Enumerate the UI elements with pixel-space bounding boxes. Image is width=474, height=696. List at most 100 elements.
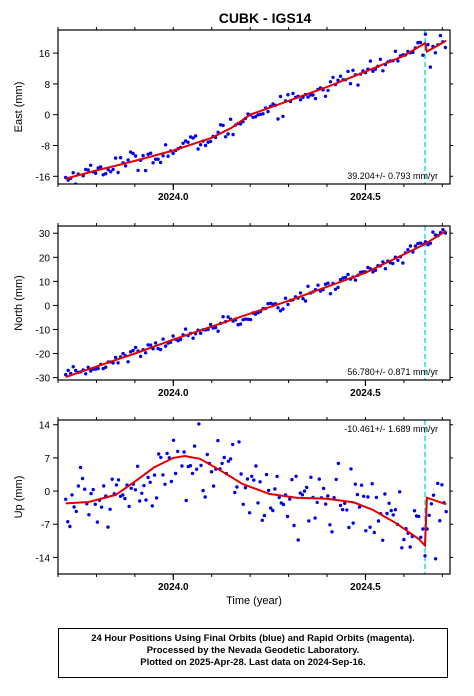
- data-point: [193, 134, 198, 138]
- data-point: [381, 538, 385, 542]
- data-point: [326, 494, 330, 498]
- data-point: [211, 484, 216, 488]
- data-point: [94, 171, 98, 175]
- data-point: [426, 42, 430, 47]
- data-point: [401, 261, 405, 265]
- data-point: [237, 440, 241, 444]
- data-point: [417, 514, 421, 519]
- data-point: [127, 504, 131, 509]
- data-point: [402, 537, 406, 542]
- data-point: [226, 132, 230, 136]
- data-point: [443, 45, 448, 50]
- data-point: [264, 472, 269, 477]
- data-point: [228, 457, 233, 461]
- data-point: [80, 476, 85, 481]
- data-point: [336, 461, 341, 466]
- data-point: [254, 464, 258, 468]
- data-point: [159, 455, 163, 460]
- data-point: [63, 372, 68, 377]
- data-point: [239, 472, 243, 476]
- data-point: [128, 350, 133, 354]
- data-point: [104, 172, 108, 176]
- data-point: [429, 502, 434, 506]
- data-point: [143, 168, 148, 173]
- y-axis-label: East (mm): [13, 82, 25, 133]
- data-point: [406, 248, 410, 252]
- data-point: [176, 449, 180, 454]
- data-point: [298, 291, 303, 295]
- data-point: [173, 471, 178, 476]
- data-point: [292, 523, 296, 528]
- data-point: [336, 285, 340, 290]
- data-point: [260, 518, 264, 522]
- data-point: [440, 483, 444, 487]
- data-point: [368, 59, 373, 63]
- y-axis-label: Up (mm): [13, 476, 25, 519]
- data-point: [158, 160, 163, 165]
- data-point: [213, 325, 218, 330]
- data-point: [400, 546, 404, 550]
- rate-label: 56.780+/- 0.871 mm/yr: [347, 367, 438, 377]
- data-point: [123, 164, 128, 168]
- data-point: [110, 477, 114, 481]
- x-tick-label: 2024.5: [350, 388, 381, 399]
- data-point: [161, 473, 165, 477]
- data-point: [102, 484, 106, 488]
- data-point: [136, 168, 140, 173]
- data-point: [423, 32, 428, 36]
- data-point: [71, 171, 75, 175]
- data-point: [91, 487, 95, 492]
- data-point: [262, 513, 267, 518]
- data-point: [366, 495, 370, 499]
- data-point: [338, 503, 343, 508]
- data-point: [362, 494, 366, 498]
- data-point: [351, 68, 355, 73]
- data-point: [324, 502, 328, 506]
- rate-label: -10.461+/- 1.689 mm/yr: [344, 424, 438, 434]
- data-point: [421, 53, 425, 57]
- data-point: [398, 490, 402, 494]
- data-point: [89, 369, 93, 373]
- data-point: [343, 501, 347, 505]
- data-point: [223, 135, 228, 139]
- y-tick-label: -8: [41, 142, 50, 153]
- data-point: [266, 109, 270, 114]
- data-point: [428, 65, 433, 69]
- points-up: [63, 415, 448, 561]
- y-tick-label: 10: [39, 277, 51, 288]
- x-tick-label: 2024.5: [350, 192, 381, 203]
- x-axis-label: Time (year): [226, 595, 282, 607]
- data-point: [106, 525, 110, 529]
- data-point: [336, 78, 340, 82]
- data-point: [182, 450, 186, 454]
- data-point: [84, 372, 88, 376]
- data-point: [116, 361, 120, 365]
- data-point: [166, 154, 170, 158]
- data-point: [191, 136, 195, 140]
- data-point: [427, 513, 431, 517]
- data-point: [376, 519, 381, 523]
- data-point: [78, 465, 83, 470]
- data-point: [222, 455, 226, 460]
- data-point: [89, 491, 93, 496]
- footer-box: 24 Hour Positions Using Final Orbits (bl…: [58, 628, 448, 678]
- data-point: [266, 488, 271, 493]
- data-point: [330, 530, 334, 534]
- data-point: [71, 365, 75, 369]
- data-point: [178, 415, 181, 418]
- data-point: [133, 488, 138, 492]
- data-point: [140, 491, 144, 495]
- data-point: [334, 477, 338, 482]
- data-point: [428, 241, 433, 245]
- data-point: [328, 80, 333, 84]
- data-point: [241, 502, 245, 506]
- data-point: [169, 479, 174, 484]
- fit-line: [65, 454, 447, 549]
- y-tick-label: 0: [44, 301, 50, 312]
- data-point: [253, 115, 258, 119]
- data-point: [216, 438, 220, 443]
- data-point: [221, 123, 225, 128]
- data-point: [391, 513, 395, 517]
- data-point: [303, 299, 308, 303]
- data-point: [309, 475, 313, 479]
